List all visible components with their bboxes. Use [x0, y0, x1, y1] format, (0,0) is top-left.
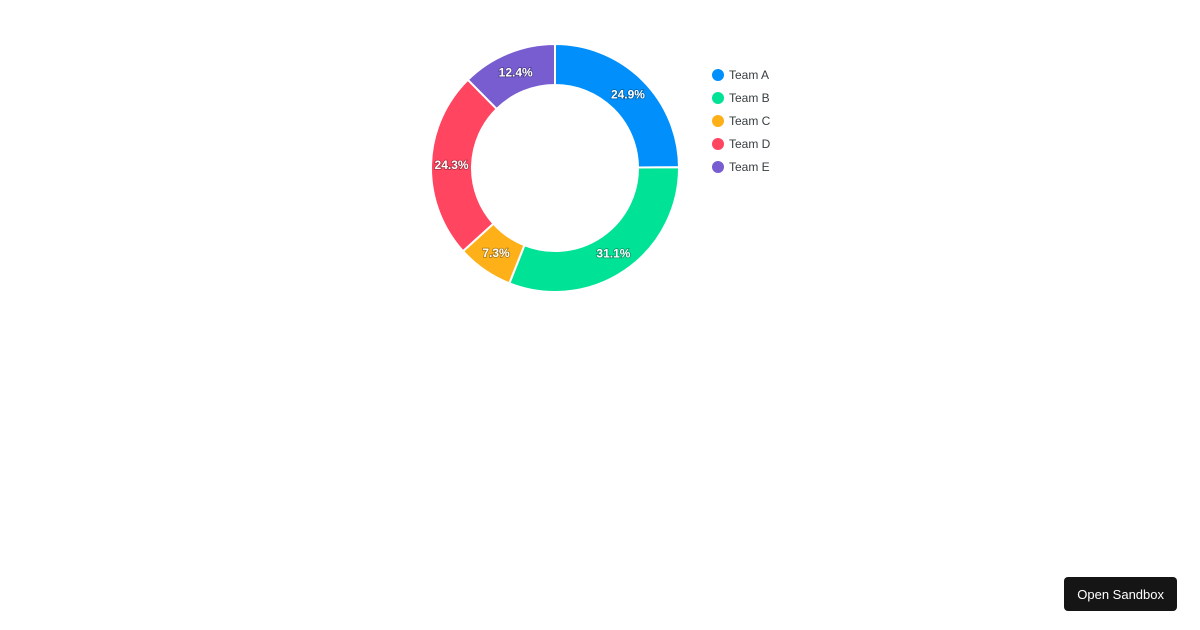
donut-slice-5[interactable] [466, 42, 556, 111]
legend-marker-icon [712, 160, 724, 173]
slice-label-5: 12.4% [499, 65, 533, 79]
legend-item-3[interactable]: Team C [712, 109, 770, 132]
legend-item-1[interactable]: Team A [712, 63, 770, 86]
legend-marker-icon [712, 137, 724, 150]
legend-label: Team E [729, 159, 770, 174]
open-sandbox-button[interactable]: Open Sandbox [1064, 577, 1177, 611]
slice-label-4: 24.3% [435, 158, 469, 172]
legend-label: Team A [729, 67, 770, 82]
slice-label-2: 31.1% [596, 246, 630, 260]
legend-item-5[interactable]: Team E [712, 155, 770, 178]
legend-label: Team B [729, 90, 770, 105]
legend-label: Team C [729, 113, 771, 128]
donut-slice-1[interactable] [554, 42, 681, 169]
slice-label-3: 7.3% [482, 246, 510, 260]
chart-legend: Team A Team B Team C Team D Team E [712, 63, 770, 178]
legend-item-2[interactable]: Team B [712, 86, 770, 109]
donut-slice-2[interactable] [508, 166, 680, 293]
legend-marker-icon [712, 68, 724, 81]
legend-item-4[interactable]: Team D [712, 132, 770, 155]
legend-marker-icon [712, 91, 724, 104]
legend-label: Team D [729, 136, 771, 151]
legend-marker-icon [712, 114, 724, 127]
slice-label-1: 24.9% [611, 88, 645, 102]
